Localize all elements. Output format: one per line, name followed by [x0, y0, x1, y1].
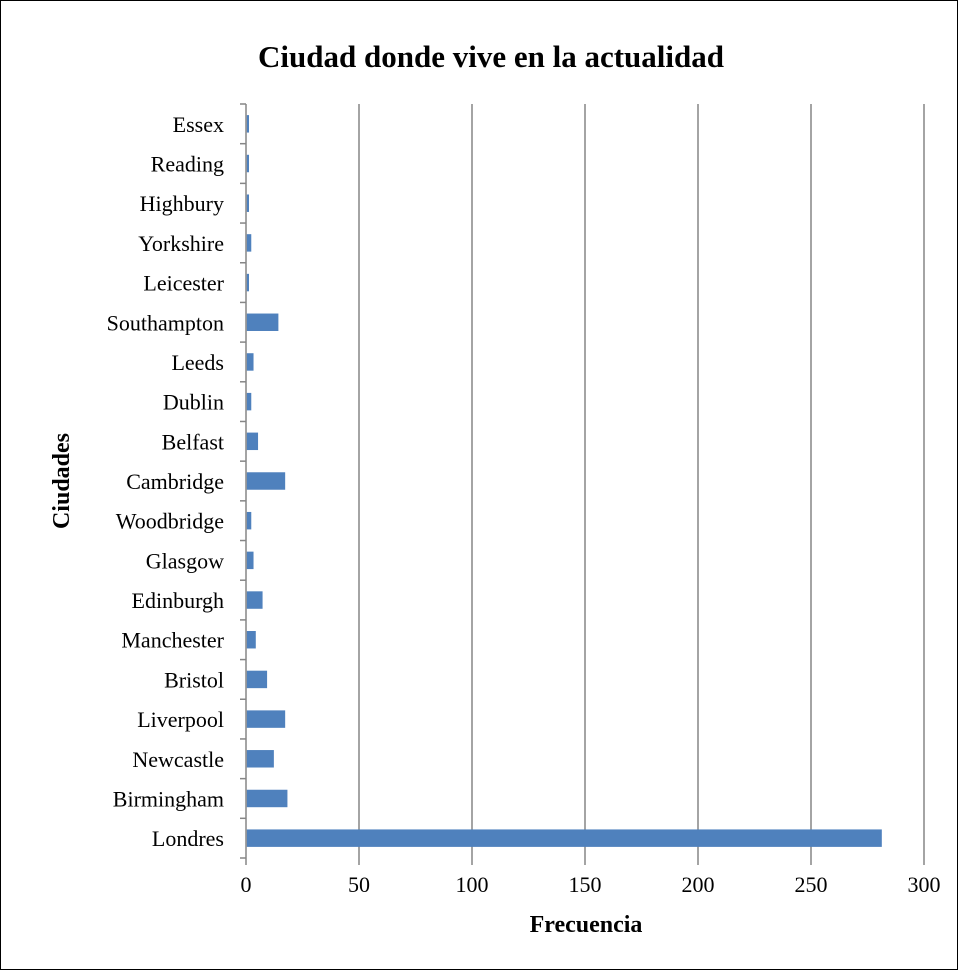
axes	[240, 103, 925, 865]
y-tick-label-glasgow: Glasgow	[146, 548, 224, 573]
y-tick-labels: Londres Birmingham Newcastle Liverpool Brist…	[107, 112, 225, 851]
y-tick-label-belfast: Belfast	[162, 429, 224, 454]
x-axis-label: Frecuencia	[530, 912, 643, 938]
bar-reading	[246, 154, 250, 173]
y-tick-label-yorkshire: Yorkshire	[138, 231, 224, 256]
bar-edinburgh	[246, 591, 263, 609]
bars	[246, 115, 882, 847]
y-tick-label-newcastle: Newcastle	[132, 747, 224, 772]
y-tick-label-manchester: Manchester	[121, 628, 224, 653]
bar-cambridge	[246, 472, 286, 490]
bar-birmingham	[246, 789, 288, 808]
y-tick-label-southampton: Southampton	[107, 310, 224, 335]
y-tick-label-bristol: Bristol	[164, 667, 224, 692]
bar-liverpool	[246, 710, 286, 728]
y-tick-label-liverpool: Liverpool	[137, 707, 224, 732]
bar-essex	[246, 115, 250, 133]
bar-leicester	[246, 273, 250, 292]
bar-bristol	[246, 670, 268, 689]
bar-londres	[246, 829, 882, 847]
y-tick-label-leicester: Leicester	[143, 271, 224, 296]
y-axis-label: Ciudades	[49, 433, 75, 529]
bar-dublin	[246, 392, 252, 411]
bar-highbury	[246, 194, 250, 212]
bar-newcastle	[246, 750, 274, 768]
y-tick-label-cambridge: Cambridge	[126, 469, 224, 494]
bar-glasgow	[246, 551, 254, 570]
y-tick-label-edinburgh: Edinburgh	[132, 588, 224, 613]
y-tick-label-highbury: Highbury	[140, 191, 224, 216]
x-tick-label-0: 0	[241, 872, 252, 897]
x-tick-labels: 0 50 100 150 200 250 300	[241, 872, 941, 897]
bar-belfast	[246, 432, 259, 451]
y-tick-label-leeds: Leeds	[171, 350, 224, 375]
bar-southampton	[246, 313, 279, 331]
bar-woodbridge	[246, 511, 252, 530]
chart-title: Ciudad donde vive en la actualidad	[258, 39, 724, 74]
y-tick-label-essex: Essex	[173, 112, 224, 137]
bar-yorkshire	[246, 234, 252, 252]
x-tick-label-100: 100	[456, 872, 489, 897]
y-tick-label-londres: Londres	[152, 826, 224, 851]
x-tick-label-300: 300	[908, 872, 941, 897]
x-tick-label-200: 200	[682, 872, 715, 897]
bar-manchester	[246, 631, 256, 649]
x-tick-label-150: 150	[569, 872, 602, 897]
y-tick-label-dublin: Dublin	[163, 390, 224, 415]
x-tick-label-250: 250	[795, 872, 828, 897]
y-tick-label-reading: Reading	[151, 152, 224, 177]
y-tick-label-birmingham: Birmingham	[113, 786, 224, 811]
gridlines	[358, 104, 925, 858]
x-tick-label-50: 50	[348, 872, 370, 897]
y-tick-label-woodbridge: Woodbridge	[116, 509, 224, 534]
bar-leeds	[246, 353, 254, 371]
